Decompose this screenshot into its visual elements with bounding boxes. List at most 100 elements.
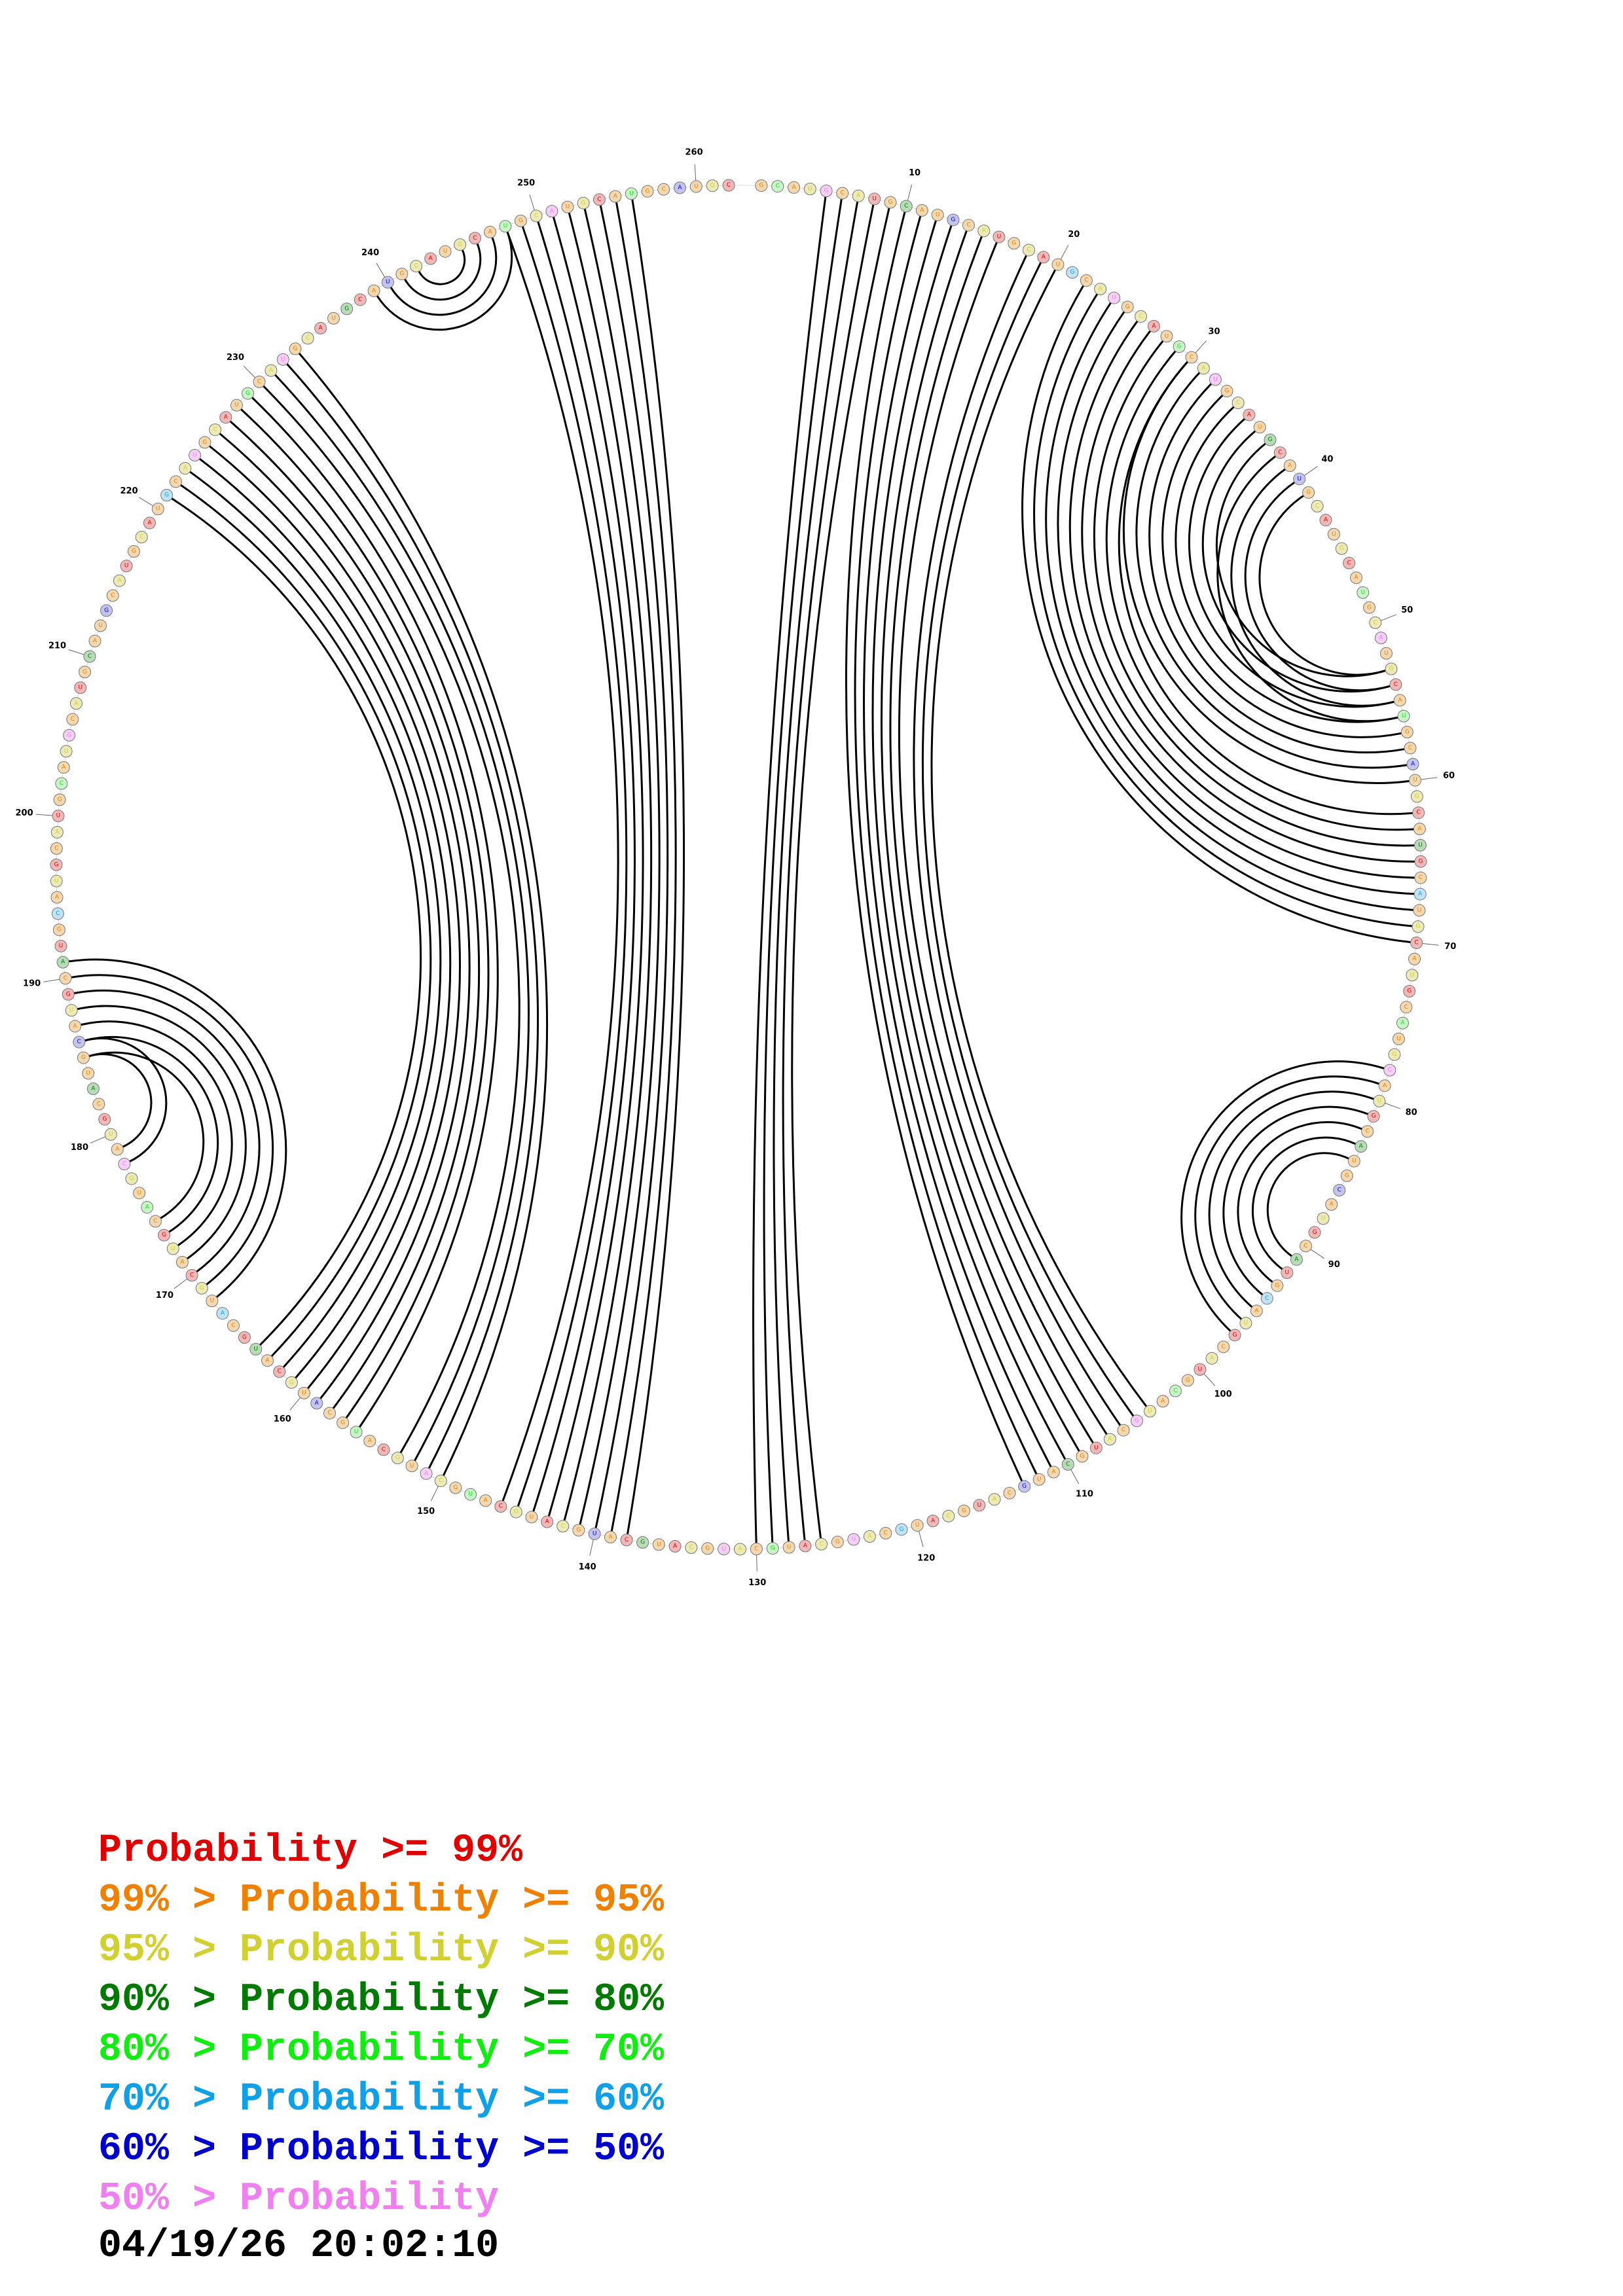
base-marker: C: [620, 1534, 633, 1547]
base-marker: U: [1347, 1155, 1360, 1168]
base-marker: G: [1220, 384, 1233, 397]
position-ticks: 10 20 30 40 50 60 70 80 90 100 110 120 130 140 150 160 1…: [16, 148, 1457, 1588]
base-marker: U: [439, 245, 452, 258]
base-marker: U: [1373, 1094, 1386, 1107]
svg-text:C: C: [561, 1523, 565, 1530]
svg-text:U: U: [657, 1541, 661, 1548]
svg-text:A: A: [368, 1438, 373, 1444]
svg-text:C: C: [1365, 1128, 1369, 1135]
tick-label: 90: [1328, 1260, 1340, 1270]
svg-text:A: A: [673, 1543, 678, 1549]
svg-text:U: U: [1410, 972, 1415, 978]
base-marker: G: [1340, 1169, 1353, 1182]
svg-text:C: C: [358, 296, 362, 303]
base-marker: U: [652, 1538, 665, 1551]
svg-text:U: U: [1244, 1320, 1249, 1327]
base-marker: G: [98, 1113, 111, 1126]
base-pair-arc: [921, 262, 1135, 1417]
svg-text:U: U: [1094, 1444, 1099, 1451]
svg-text:U: U: [86, 1070, 90, 1077]
base-marker: U: [133, 1187, 146, 1200]
base-marker: G: [1412, 920, 1425, 933]
svg-text:U: U: [69, 1007, 74, 1014]
svg-text:C: C: [1236, 400, 1240, 406]
svg-text:C: C: [1374, 619, 1377, 626]
base-marker: A: [264, 364, 278, 377]
base-marker: C: [323, 1407, 337, 1420]
svg-text:A: A: [1400, 1020, 1405, 1026]
svg-text:C: C: [1278, 450, 1282, 456]
tick-mark: [43, 978, 60, 982]
tick-label: 70: [1444, 942, 1456, 952]
svg-text:C: C: [257, 378, 261, 385]
svg-text:U: U: [1165, 333, 1169, 340]
svg-text:A: A: [224, 414, 228, 421]
base-marker: G: [1385, 662, 1398, 675]
tick-mark: [529, 194, 535, 211]
tick-mark: [1203, 1373, 1216, 1386]
base-pair-arc: [68, 958, 287, 1299]
base-marker: C: [836, 187, 849, 200]
base-marker: G: [158, 1229, 171, 1242]
base-marker: G: [895, 1523, 908, 1536]
svg-text:G: G: [1345, 1172, 1349, 1179]
svg-text:U: U: [124, 563, 129, 569]
base-pair-arc: [1135, 372, 1408, 769]
circle-plot: 10 20 30 40 50 60 70 80 90 100 110 120 130 140 150 160 1…: [16, 148, 1457, 1588]
svg-text:A: A: [93, 637, 98, 644]
svg-text:A: A: [1042, 254, 1046, 260]
svg-text:C: C: [1066, 1461, 1070, 1467]
svg-text:U: U: [1112, 295, 1116, 301]
svg-text:A: A: [550, 208, 555, 215]
svg-text:U: U: [171, 1246, 175, 1252]
tick-mark: [289, 1397, 301, 1410]
base-marker: A: [261, 1354, 274, 1367]
base-marker: A: [367, 284, 380, 297]
base-pair-arc: [198, 457, 452, 1379]
base-marker: G: [1414, 855, 1427, 868]
svg-text:G: G: [514, 1509, 519, 1515]
svg-text:U: U: [808, 186, 812, 192]
base-marker: U: [1406, 969, 1419, 982]
base-marker: G: [1066, 266, 1079, 279]
legend-label: Probability >= 50%: [240, 2127, 665, 2172]
base-marker: G: [766, 1542, 779, 1555]
base-marker: U: [52, 810, 65, 823]
legend-prefix: 80% >: [98, 2028, 240, 2072]
base-pair-arc: [88, 1053, 153, 1148]
svg-text:G: G: [1416, 924, 1421, 930]
base-marker: U: [588, 1528, 601, 1541]
svg-text:U: U: [1198, 1366, 1203, 1372]
base-marker: A: [609, 190, 622, 203]
svg-text:A: A: [545, 1518, 550, 1525]
svg-text:G: G: [1367, 604, 1372, 611]
base-pair-arc: [1161, 394, 1402, 738]
base-marker: G: [337, 1416, 350, 1429]
base-marker: A: [143, 516, 156, 529]
svg-text:C: C: [1304, 1243, 1307, 1249]
svg-text:G: G: [962, 1507, 966, 1514]
base-marker: C: [209, 423, 222, 437]
svg-text:C: C: [1122, 1427, 1125, 1433]
base-marker: A: [1047, 1465, 1060, 1479]
base-marker: G: [160, 489, 173, 502]
base-marker: G: [63, 728, 76, 742]
svg-text:C: C: [727, 182, 731, 188]
base-marker: C: [1414, 871, 1427, 884]
svg-text:G: G: [399, 271, 404, 278]
svg-text:C: C: [231, 1322, 235, 1329]
base-pair-arc: [889, 236, 1094, 1444]
base-marker: A: [1205, 1352, 1218, 1365]
base-marker: C: [1383, 1064, 1396, 1077]
base-marker: G: [701, 1542, 714, 1555]
svg-text:U: U: [156, 506, 160, 512]
base-marker: A: [113, 574, 126, 587]
svg-text:C: C: [111, 592, 115, 599]
svg-text:U: U: [1213, 376, 1218, 383]
svg-text:G: G: [1233, 1332, 1237, 1338]
svg-text:G: G: [1224, 387, 1229, 394]
base-marker: A: [363, 1435, 376, 1448]
base-marker: A: [1374, 632, 1387, 645]
tick-label: 60: [1443, 771, 1455, 781]
base-marker: U: [60, 745, 73, 758]
